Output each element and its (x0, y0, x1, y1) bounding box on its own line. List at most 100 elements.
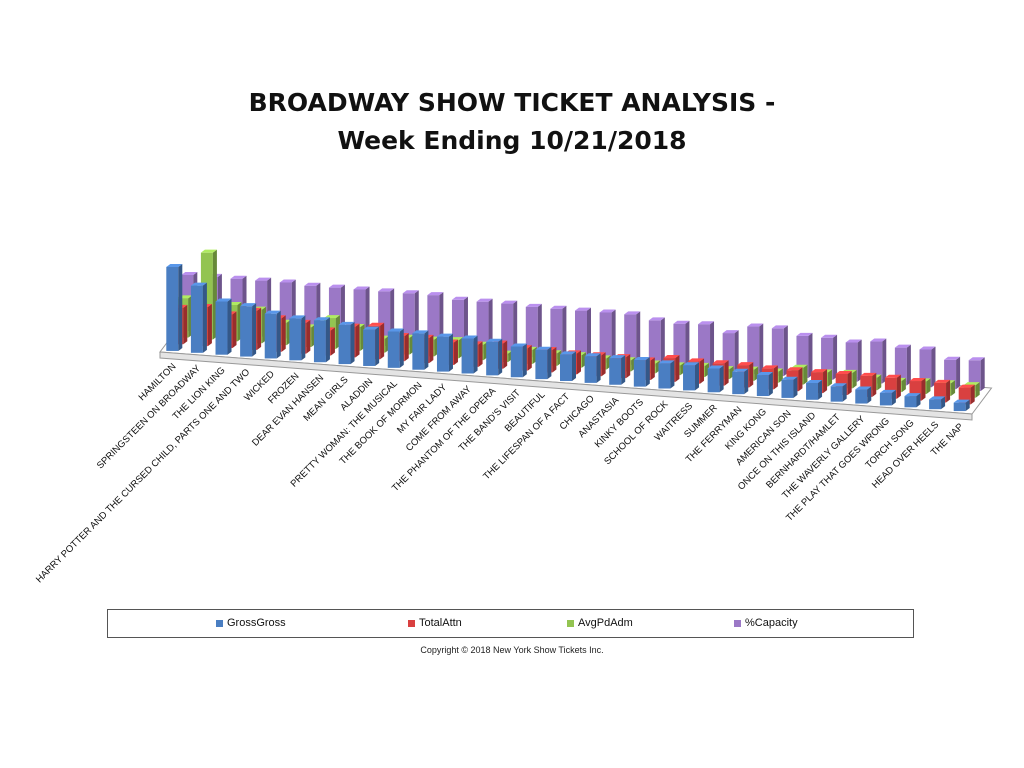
bar-side (901, 377, 906, 393)
bar-top (378, 288, 395, 292)
bar-0-13 (486, 338, 503, 376)
bar-top (747, 323, 764, 327)
bar-0-14 (510, 343, 527, 378)
bar-front (806, 382, 819, 400)
bar-0-8 (363, 326, 380, 366)
bar-top (929, 396, 946, 400)
bar-side (926, 378, 931, 394)
bar-0-24 (756, 372, 773, 397)
bar-side (847, 371, 852, 395)
bar-top (402, 290, 419, 294)
bar-top (560, 351, 576, 355)
bar-front (476, 301, 489, 354)
bar-top (658, 360, 675, 364)
legend-swatch-attn (408, 619, 415, 627)
bar-0-5 (289, 315, 306, 361)
bar-top (427, 292, 444, 296)
bar-front (436, 336, 449, 372)
bar-side (572, 351, 576, 381)
bar-front (338, 324, 351, 365)
bar-3-18 (624, 311, 641, 365)
bar-side (734, 330, 739, 373)
bar-side (833, 334, 838, 380)
bar-top (919, 346, 936, 350)
bar-side (828, 369, 833, 387)
bar-front (240, 306, 253, 357)
bar-top (304, 282, 321, 286)
bar-side (429, 334, 434, 364)
bar-0-20 (658, 360, 675, 389)
bar-top (535, 346, 552, 350)
bar-top (894, 344, 911, 348)
bar-side (916, 393, 921, 408)
bar-front (879, 392, 892, 406)
bar-top (368, 322, 385, 326)
bar-side (355, 323, 360, 358)
bar-side (183, 304, 188, 345)
chart-title-line1: BROADWAY SHOW TICKET ANALYSIS - (248, 88, 776, 117)
bar-0-32 (953, 399, 970, 412)
bar-0-22 (707, 365, 724, 393)
bar-top (909, 378, 926, 382)
chart-legend: GrossGross TotalAttn AvgPdAdm %Capacity (107, 609, 914, 638)
bar-front (190, 285, 203, 353)
bar-top (796, 332, 813, 336)
bar-top (732, 368, 749, 372)
bar-side (877, 374, 882, 391)
bar-front (525, 306, 538, 358)
bar-side (965, 399, 970, 412)
bar-top (166, 263, 183, 267)
bar-0-18 (609, 355, 626, 385)
bar-0-7 (338, 321, 355, 365)
bar-0-27 (830, 383, 847, 402)
bar-side (660, 317, 665, 367)
bar-0-6 (313, 317, 330, 363)
bar-front (584, 356, 597, 383)
bar-side (276, 310, 281, 359)
bar-front (633, 360, 646, 387)
bar-front (781, 379, 794, 398)
bar-side (891, 389, 896, 406)
bar-top (698, 321, 715, 325)
bar-front (919, 349, 932, 388)
legend-label-gross: GrossGross (227, 617, 286, 629)
bar-top (599, 309, 616, 313)
legend-item-gross: GrossGross (216, 617, 286, 629)
bar-side (980, 357, 985, 392)
bar-0-10 (412, 330, 429, 370)
bar-side (793, 376, 798, 398)
bar-side (710, 321, 715, 371)
legend-swatch-gross (216, 619, 223, 627)
bar-top (904, 393, 921, 397)
bar-top (855, 386, 872, 390)
bar-side (227, 298, 232, 355)
bar-0-3 (240, 303, 257, 357)
bar-top (230, 275, 247, 279)
bar-0-26 (806, 379, 823, 400)
bar-side (252, 303, 257, 357)
bar-top (363, 326, 380, 330)
bar-top (781, 376, 798, 380)
bar-top (461, 335, 478, 339)
bar-side (798, 367, 803, 392)
bar-0-16 (560, 351, 576, 381)
bar-top (683, 362, 700, 366)
legend-swatch-avgpd (567, 619, 574, 627)
bar-side (941, 396, 946, 410)
bar-side (872, 372, 877, 397)
bar-side (621, 355, 626, 385)
bar-0-11 (436, 333, 453, 372)
bar-side (522, 343, 527, 378)
bar-front (609, 358, 622, 385)
bar-side (675, 355, 680, 382)
bar-top (707, 365, 724, 369)
bar-front (599, 312, 612, 363)
bar-top (264, 310, 281, 314)
bar-top (609, 355, 626, 359)
bar-side (896, 374, 901, 399)
bar-top (240, 303, 257, 307)
bar-side (636, 311, 641, 365)
legend-item-avgpd: AvgPdAdm (567, 617, 633, 629)
bar-side (503, 340, 508, 369)
bar-side (645, 357, 650, 387)
